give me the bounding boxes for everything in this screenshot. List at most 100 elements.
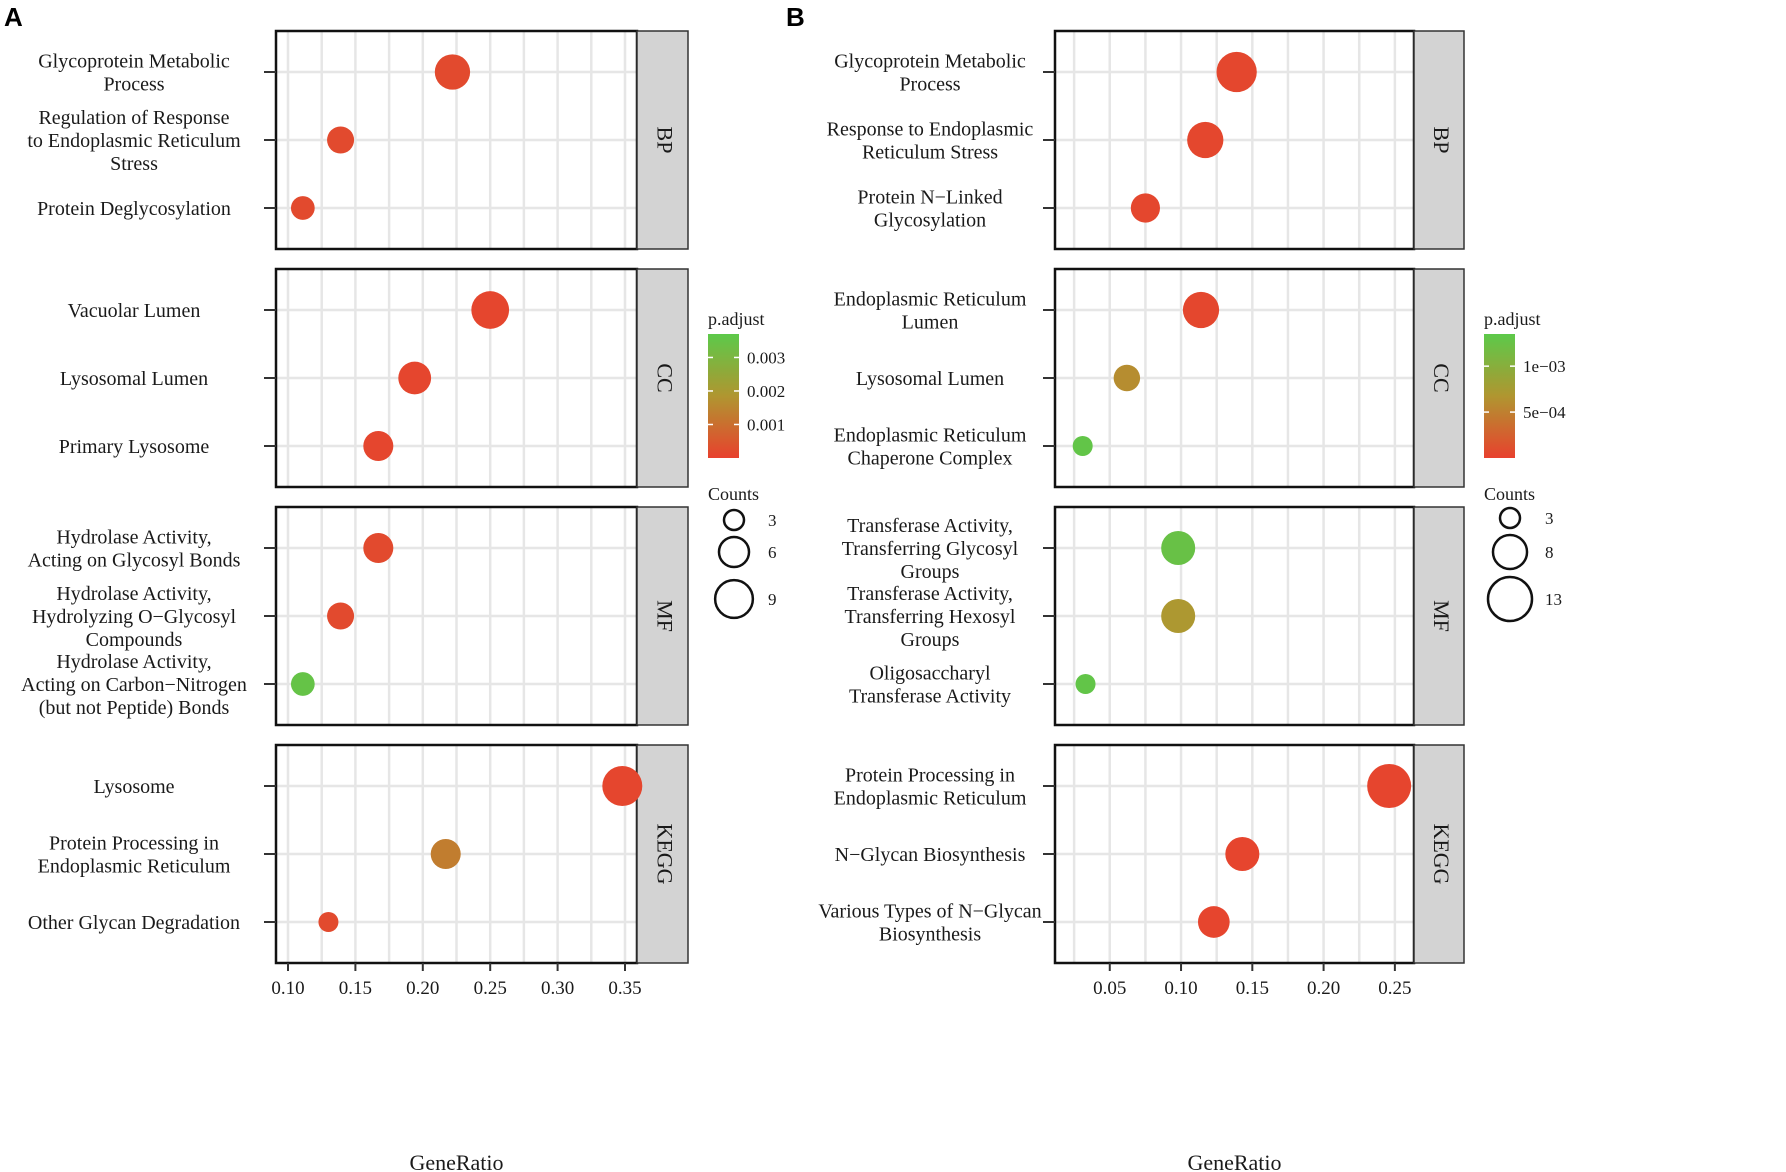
size-legend-circle bbox=[713, 578, 755, 620]
term-label: Hydrolase Activity, Hydrolyzing O−Glycosy… bbox=[32, 583, 236, 651]
term-label-line: Reticulum Stress bbox=[862, 142, 998, 164]
data-point bbox=[1187, 121, 1224, 159]
term-label-line: Groups bbox=[901, 629, 960, 651]
term-label-line: Lysosomal Lumen bbox=[856, 368, 1004, 390]
size-legend-label: 9 bbox=[768, 590, 777, 609]
x-tick-label: 0.05 bbox=[1093, 978, 1126, 999]
size-legend-label: 13 bbox=[1545, 590, 1562, 609]
data-point bbox=[290, 672, 315, 696]
term-label-line: Chaperone Complex bbox=[848, 448, 1013, 470]
term-label-line: Regulation of Response bbox=[38, 107, 229, 129]
facet-strip bbox=[636, 506, 689, 726]
size-legend-title: Counts bbox=[708, 484, 759, 504]
color-legend-title: p.adjust bbox=[1484, 309, 1541, 329]
data-point bbox=[398, 361, 432, 395]
size-legend-circle bbox=[722, 508, 746, 532]
data-point bbox=[1197, 906, 1230, 938]
x-axis-title: GeneRatio bbox=[409, 1150, 503, 1172]
term-label-line: Endoplasmic Reticulum bbox=[834, 788, 1027, 810]
term-label: Hydrolase Activity, Acting on Carbon−Nitr… bbox=[21, 651, 247, 719]
term-label-line: Transferring Glycosyl bbox=[842, 538, 1019, 560]
term-label-line: Transferase Activity, bbox=[847, 515, 1013, 537]
term-label: Hydrolase Activity, Acting on Glycosyl Bo… bbox=[28, 527, 241, 572]
color-bar-tick-label: 1e−03 bbox=[1523, 357, 1566, 376]
x-axis-title: GeneRatio bbox=[1187, 1150, 1281, 1172]
facet-strip-label: CC bbox=[1429, 363, 1454, 392]
data-point bbox=[363, 430, 394, 462]
facet-strip bbox=[1413, 506, 1465, 726]
facet-strip-label: BP bbox=[1429, 127, 1454, 154]
size-legend-circle bbox=[1498, 506, 1522, 530]
x-tick-label: 0.35 bbox=[608, 978, 641, 999]
facet-strip bbox=[636, 744, 689, 964]
facet-strip-label: MF bbox=[1429, 600, 1454, 632]
x-tick-label: 0.10 bbox=[271, 978, 304, 999]
term-label-line: Transferring Hexosyl bbox=[845, 606, 1016, 628]
x-tick-label: 0.30 bbox=[541, 978, 574, 999]
term-label-line: Hydrolase Activity, bbox=[56, 527, 211, 549]
facet-strip-label: KEGG bbox=[1429, 823, 1454, 884]
term-label-line: Lysosomal Lumen bbox=[60, 368, 208, 390]
term-label: Oligosaccharyl Transferase Activity bbox=[849, 663, 1011, 708]
data-point bbox=[434, 54, 471, 90]
panel-A: A BP Glycoprotein Metabolic Process Regulati… bbox=[4, 2, 785, 1172]
facet-cc: CC Endoplasmic Reticulum Lumen Lysosomal Lu… bbox=[834, 267, 1465, 489]
term-label: N−Glycan Biosynthesis bbox=[835, 844, 1026, 866]
term-label: Lysosome bbox=[93, 776, 174, 798]
term-label: Lysosomal Lumen bbox=[856, 368, 1004, 390]
size-legend: Counts 3 6 9 bbox=[708, 484, 777, 620]
term-label: Transferase Activity, Transferring Hexosy… bbox=[845, 583, 1016, 651]
facet-bp: BP Glycoprotein Metabolic Process Response … bbox=[827, 29, 1465, 251]
facet-strip-label: KEGG bbox=[652, 823, 677, 884]
size-legend-label: 3 bbox=[1545, 509, 1554, 528]
term-label-line: Stress bbox=[110, 153, 158, 175]
panel-letter: A bbox=[4, 2, 23, 32]
facet-mf: MF Transferase Activity, Transferring Glyc… bbox=[842, 505, 1465, 727]
term-label-line: Acting on Glycosyl Bonds bbox=[28, 550, 241, 572]
size-legend: Counts 3 8 13 bbox=[1484, 484, 1562, 623]
color-legend: p.adjust 0.003 0.002 0.001 bbox=[708, 309, 785, 458]
facet-strip bbox=[1413, 30, 1465, 250]
facet-strip bbox=[1413, 268, 1465, 488]
data-point bbox=[1161, 530, 1196, 566]
term-label: Regulation of Response to Endoplasmic Ret… bbox=[27, 107, 241, 175]
term-label-line: Oligosaccharyl bbox=[869, 663, 991, 685]
facet-strip-label: CC bbox=[652, 363, 677, 392]
term-label-line: Lysosome bbox=[93, 776, 174, 798]
term-label-line: Endoplasmic Reticulum bbox=[38, 856, 231, 878]
term-label-line: Compounds bbox=[86, 629, 183, 651]
term-label-line: Glycoprotein Metabolic bbox=[834, 51, 1026, 73]
term-label: Protein N−Linked Glycosylation bbox=[857, 187, 1002, 232]
color-legend: p.adjust 1e−03 5e−04 bbox=[1484, 309, 1566, 458]
facet-strip bbox=[1413, 744, 1465, 964]
x-tick-label: 0.20 bbox=[1307, 978, 1340, 999]
data-point bbox=[1367, 764, 1412, 808]
data-point bbox=[430, 838, 461, 870]
term-label: Endoplasmic Reticulum Lumen bbox=[834, 289, 1027, 334]
color-bar-tick-label: 5e−04 bbox=[1523, 403, 1566, 422]
term-label: Various Types of N−Glycan Biosynthesis bbox=[818, 901, 1041, 946]
term-label-line: Hydrolyzing O−Glycosyl bbox=[32, 606, 236, 628]
data-point bbox=[1075, 674, 1096, 694]
color-bar-tick-label: 0.002 bbox=[747, 382, 785, 401]
size-legend-circle bbox=[1491, 533, 1529, 571]
facet-kegg: KEGG Protein Processing in Endoplasmic Ret… bbox=[818, 743, 1465, 965]
term-label: Protein Processing in Endoplasmic Reticul… bbox=[38, 833, 231, 878]
x-tick-label: 0.10 bbox=[1164, 978, 1197, 999]
data-point bbox=[602, 766, 643, 806]
data-point bbox=[327, 126, 355, 154]
size-legend-label: 8 bbox=[1545, 543, 1554, 562]
term-label-line: Various Types of N−Glycan bbox=[818, 901, 1041, 923]
x-tick-label: 0.25 bbox=[474, 978, 507, 999]
term-label-line: Endoplasmic Reticulum bbox=[834, 289, 1027, 311]
term-label-line: Acting on Carbon−Nitrogen bbox=[21, 674, 247, 696]
facet-kegg: KEGG Lysosome Protein Processing in Endopla… bbox=[28, 743, 689, 965]
size-legend-circle bbox=[717, 535, 751, 569]
data-point bbox=[1130, 193, 1160, 223]
data-point bbox=[318, 912, 339, 932]
data-point bbox=[1113, 364, 1141, 392]
term-label: Protein Processing in Endoplasmic Reticul… bbox=[834, 765, 1027, 810]
term-label-line: Primary Lysosome bbox=[59, 436, 210, 458]
term-label: Endoplasmic Reticulum Chaperone Complex bbox=[834, 425, 1027, 470]
term-label-line: Glycosylation bbox=[874, 210, 986, 232]
